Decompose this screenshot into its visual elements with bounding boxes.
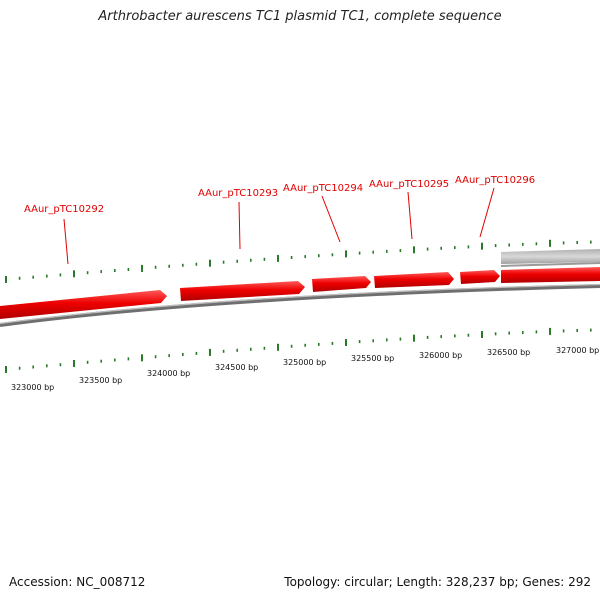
bp-label: 323000 bp — [11, 383, 54, 392]
backbone-line — [0, 284, 600, 327]
bp-label: 326000 bp — [419, 351, 462, 360]
gene-label: AAur_pTC10296 — [455, 175, 535, 186]
bp-label: 324500 bp — [215, 363, 258, 372]
bp-label: 326500 bp — [487, 348, 530, 357]
backbone-highlight — [0, 283, 600, 325]
upper-tick-row — [5, 239, 592, 283]
gene-arrow-AAur_pTC10296 — [460, 270, 500, 284]
grey-gene-arrow — [501, 249, 600, 264]
gene-arrow-AAur_pTC10294 — [312, 276, 371, 292]
gene-arrow-AAur_pTC10295 — [374, 272, 454, 288]
gene-arrow-AAur_pTC10292 — [0, 290, 167, 319]
gene-label: AAur_pTC10295 — [369, 179, 449, 190]
gene-arrow-next — [501, 267, 600, 283]
label-leaders — [63, 187, 495, 265]
bp-label: 324000 bp — [147, 369, 190, 378]
gene-arrow-AAur_pTC10293 — [180, 281, 305, 301]
gene-label: AAur_pTC10292 — [24, 204, 104, 215]
topology-summary: Topology: circular; Length: 328,237 bp; … — [284, 575, 591, 589]
bp-label: 325000 bp — [283, 358, 326, 367]
bp-label: 325500 bp — [351, 354, 394, 363]
gene-label: AAur_pTC10293 — [198, 188, 278, 199]
bp-label: 327000 bp — [556, 346, 599, 355]
lower-tick-row — [5, 327, 592, 373]
grey-track-line — [500, 262, 600, 267]
accession-text: Accession: NC_008712 — [9, 575, 146, 589]
bp-label: 323500 bp — [79, 376, 122, 385]
gene-label: AAur_pTC10294 — [283, 183, 363, 194]
map-title: Arthrobacter aurescens TC1 plasmid TC1, … — [98, 9, 502, 24]
